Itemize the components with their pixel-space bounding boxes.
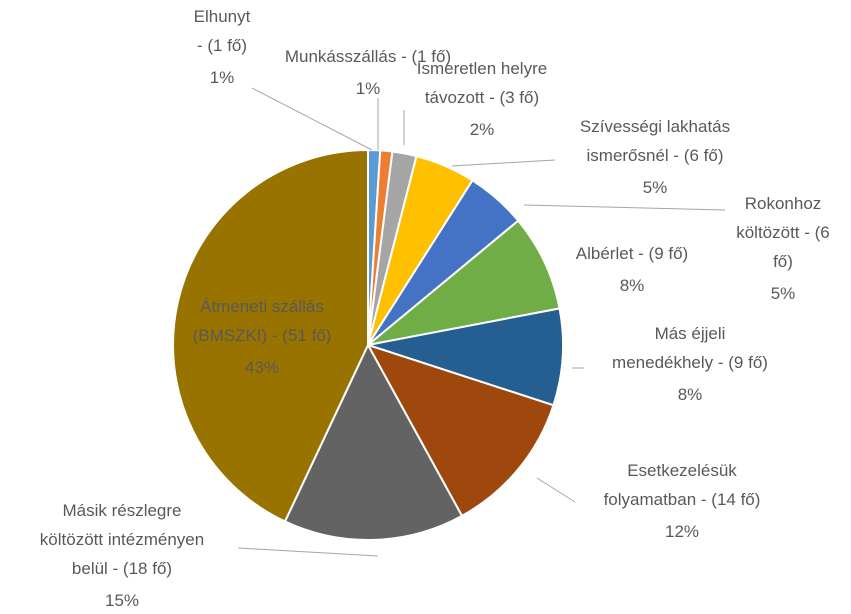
leader-line [451,159,556,167]
percent-label: 5% [643,178,668,197]
label-line: menedékhely - (9 fő) [612,353,768,372]
percent-label: 43% [245,358,279,377]
pie-slice [367,219,561,346]
percent-label: 12% [665,522,699,541]
leader-line [536,477,576,503]
label-line: költözött - (6 [736,223,830,242]
label-line: (BMSZKI) - (51 fő) [193,326,332,345]
label-line: Munkásszállás - (1 fő) [285,47,451,66]
label-line: Esetkezelésük [627,461,737,480]
label-line: Más éjjeli [655,324,726,343]
percent-label: 8% [620,276,645,295]
label-line: belül - (18 fő) [72,559,172,578]
label-line: távozott - (3 fő) [425,88,539,107]
pie-slice [365,343,555,518]
label-line: Ismeretlen helyre [417,59,547,78]
percent-label: 8% [678,385,703,404]
label-line: ismerősnél - (6 fő) [587,146,724,165]
data-label: Elhunyt - (1 fő) 1% [194,7,251,87]
label-line: Szívességi lakhatás [580,117,730,136]
leader-line [237,547,379,557]
pie-slice [172,148,369,523]
percent-label: 15% [105,591,139,610]
label-line: - (1 fő) [197,36,247,55]
data-label: Átmeneti szállás (BMSZKI) - (51 fő) 43% [193,297,332,377]
label-line: Másik részlegre [62,501,181,520]
label-line: költözött intézményen [40,530,204,549]
data-label: Szívességi lakhatás ismerősnél - (6 fő) 5% [580,117,730,197]
leader-line [251,87,373,151]
data-label: Másik részlegre költözött intézményen belü… [40,501,204,610]
data-label: Esetkezelésük folyamatban - (14 fő) 12% [604,461,761,541]
percent-label: 2% [470,120,495,139]
label-line: Átmeneti szállás [200,297,324,316]
percent-label: 1% [356,79,381,98]
pie-slice [283,342,464,541]
label-line: fő) [773,252,793,271]
data-label: Más éjjeli menedékhely - (9 fő) 8% [612,324,768,404]
label-line: Rokonhoz [745,194,822,213]
label-line: Albérlet - (9 fő) [576,244,688,263]
data-label: Rokonhoz költözött - (6 fő) 5% [736,194,830,303]
percent-label: 1% [210,68,235,87]
data-label: Ismeretlen helyre távozott - (3 fő) 2% [417,59,547,139]
pie-slice [367,307,564,407]
data-label: Albérlet - (9 fő) 8% [576,244,688,295]
leader-line [523,204,726,211]
data-label: Munkásszállás - (1 fő) 1% [285,47,451,98]
label-line: Elhunyt [194,7,251,26]
label-line: folyamatban - (14 fő) [604,490,761,509]
percent-label: 5% [771,284,796,303]
